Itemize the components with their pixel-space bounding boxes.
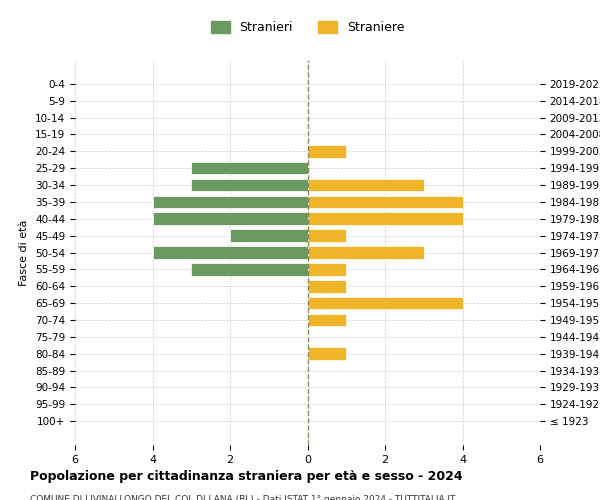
- Bar: [308, 246, 424, 259]
- Text: Popolazione per cittadinanza straniera per età e sesso - 2024: Popolazione per cittadinanza straniera p…: [30, 470, 463, 483]
- Bar: [308, 196, 463, 208]
- Bar: [308, 230, 346, 242]
- Legend: Stranieri, Straniere: Stranieri, Straniere: [206, 16, 409, 39]
- Bar: [152, 246, 308, 259]
- Bar: [308, 178, 424, 192]
- Bar: [308, 212, 463, 225]
- Bar: [308, 280, 346, 292]
- Y-axis label: Fasce di età: Fasce di età: [19, 220, 29, 286]
- Bar: [308, 348, 346, 360]
- Bar: [308, 263, 346, 276]
- Bar: [191, 162, 308, 174]
- Text: COMUNE DI LIVINALLONGO DEL COL DI LANA (BL) - Dati ISTAT 1° gennaio 2024 - TUTTI: COMUNE DI LIVINALLONGO DEL COL DI LANA (…: [30, 495, 455, 500]
- Bar: [230, 230, 308, 242]
- Bar: [308, 145, 346, 158]
- Bar: [308, 314, 346, 326]
- Bar: [308, 297, 463, 310]
- Bar: [191, 178, 308, 192]
- Bar: [191, 263, 308, 276]
- Bar: [152, 196, 308, 208]
- Bar: [152, 212, 308, 225]
